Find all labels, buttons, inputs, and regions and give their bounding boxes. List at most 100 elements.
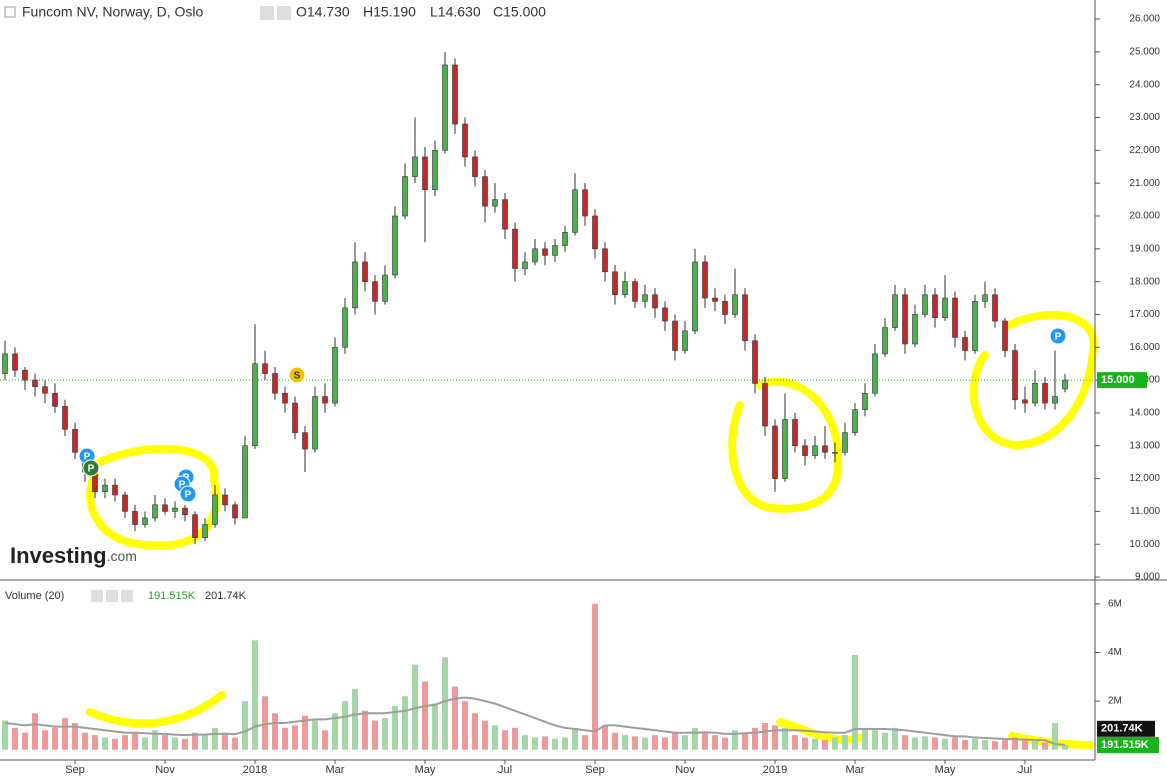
volume-bar	[962, 739, 968, 750]
candle-body	[542, 248, 548, 256]
volume-bar	[902, 735, 908, 750]
x-tick-label: 2018	[243, 764, 267, 776]
candle-body	[862, 392, 868, 410]
y-tick-label: 24.000	[1129, 79, 1160, 90]
volume-bar	[1052, 722, 1058, 750]
candle-body	[102, 484, 108, 493]
candle-body	[882, 327, 888, 355]
event-marker	[1049, 327, 1067, 345]
y-tick-label: 20.000	[1129, 211, 1160, 222]
candle-body	[252, 363, 258, 447]
x-tick-label: Nov	[675, 764, 695, 776]
event-label: S	[294, 371, 301, 382]
volume-bar	[612, 732, 618, 750]
volume-bar	[272, 713, 278, 750]
candle-body	[412, 156, 418, 177]
visibility-icon[interactable]	[91, 590, 103, 602]
candle-body	[562, 232, 568, 246]
volume-bar	[52, 727, 58, 750]
average-volume-box	[1097, 720, 1155, 737]
candle-body	[602, 248, 608, 273]
volume-bar	[462, 701, 468, 750]
volume-bar	[192, 732, 198, 750]
volume-bar	[522, 735, 528, 750]
event-marker	[82, 459, 100, 477]
y-tick-label: 9.000	[1135, 572, 1160, 583]
highlight-ellipse	[969, 310, 1098, 450]
candle-body	[42, 386, 48, 394]
y-tick-label: 12.000	[1129, 473, 1160, 484]
candle-body	[832, 452, 838, 454]
y-tick-label: 22.000	[1129, 145, 1160, 156]
volume-bar	[512, 727, 518, 750]
candle-body	[242, 445, 248, 519]
candle-body	[592, 215, 598, 250]
x-tick-label: Jul	[1018, 764, 1032, 776]
candle-body	[192, 514, 198, 538]
volume-bar	[292, 725, 298, 750]
volume-bar	[562, 737, 568, 750]
candle-body	[162, 504, 168, 512]
collapse-icon[interactable]	[4, 6, 16, 18]
candle-body	[622, 281, 628, 296]
candle-body	[212, 494, 218, 525]
candle-body	[712, 297, 718, 302]
event-marker	[288, 366, 306, 384]
candle-body	[72, 429, 78, 453]
candle-body	[302, 432, 308, 450]
candle-body	[292, 402, 298, 433]
y-tick-label: 10.000	[1129, 539, 1160, 550]
volume-bar	[382, 718, 388, 750]
visibility-icon[interactable]	[260, 6, 274, 20]
volume-bar	[152, 730, 158, 750]
candle-body	[262, 363, 268, 374]
volume-bar	[82, 732, 88, 750]
volume-bar	[42, 730, 48, 750]
volume-bar	[702, 732, 708, 750]
volume-bar	[792, 735, 798, 750]
candle-body	[22, 369, 28, 381]
volume-bar	[552, 738, 558, 750]
event-label: P	[88, 464, 95, 475]
candle-body	[512, 228, 518, 269]
candle-body	[202, 524, 208, 538]
volume-bar	[922, 736, 928, 750]
volume-bar	[932, 737, 938, 750]
settings-icon[interactable]	[277, 6, 291, 20]
x-tick-label: May	[415, 764, 436, 776]
candle-body	[972, 301, 978, 351]
candle-body	[732, 294, 738, 315]
volume-bar	[982, 739, 988, 750]
volume-bar	[852, 654, 858, 750]
candle-body	[962, 337, 968, 351]
volume-bar	[282, 727, 288, 750]
candle-body	[362, 261, 368, 282]
candle-body	[572, 189, 578, 233]
candle-body	[532, 248, 538, 263]
candle-body	[1022, 399, 1028, 404]
volume-bar	[642, 737, 648, 750]
candle-body	[722, 301, 728, 315]
candle-body	[492, 199, 498, 207]
close-icon[interactable]	[121, 590, 133, 602]
volume-bar	[832, 737, 838, 750]
candle-body	[552, 245, 558, 256]
candle-body	[472, 156, 478, 177]
volume-bar	[722, 737, 728, 750]
volume-bar	[682, 735, 688, 750]
candle-body	[382, 274, 388, 302]
candle-body	[792, 419, 798, 447]
candle-body	[372, 281, 378, 302]
x-tick-label: Jul	[498, 764, 512, 776]
volume-bar	[112, 738, 118, 750]
plot-area	[0, 51, 1095, 750]
candle-body	[902, 294, 908, 345]
settings-icon[interactable]	[106, 590, 118, 602]
y-tick-label: 23.000	[1129, 112, 1160, 123]
y-tick-label: 6M	[1108, 599, 1122, 610]
volume-bar	[302, 715, 308, 750]
volume-bar	[432, 703, 438, 750]
volume-bar	[572, 727, 578, 750]
volume-bar	[162, 735, 168, 750]
volume-bar	[392, 705, 398, 750]
